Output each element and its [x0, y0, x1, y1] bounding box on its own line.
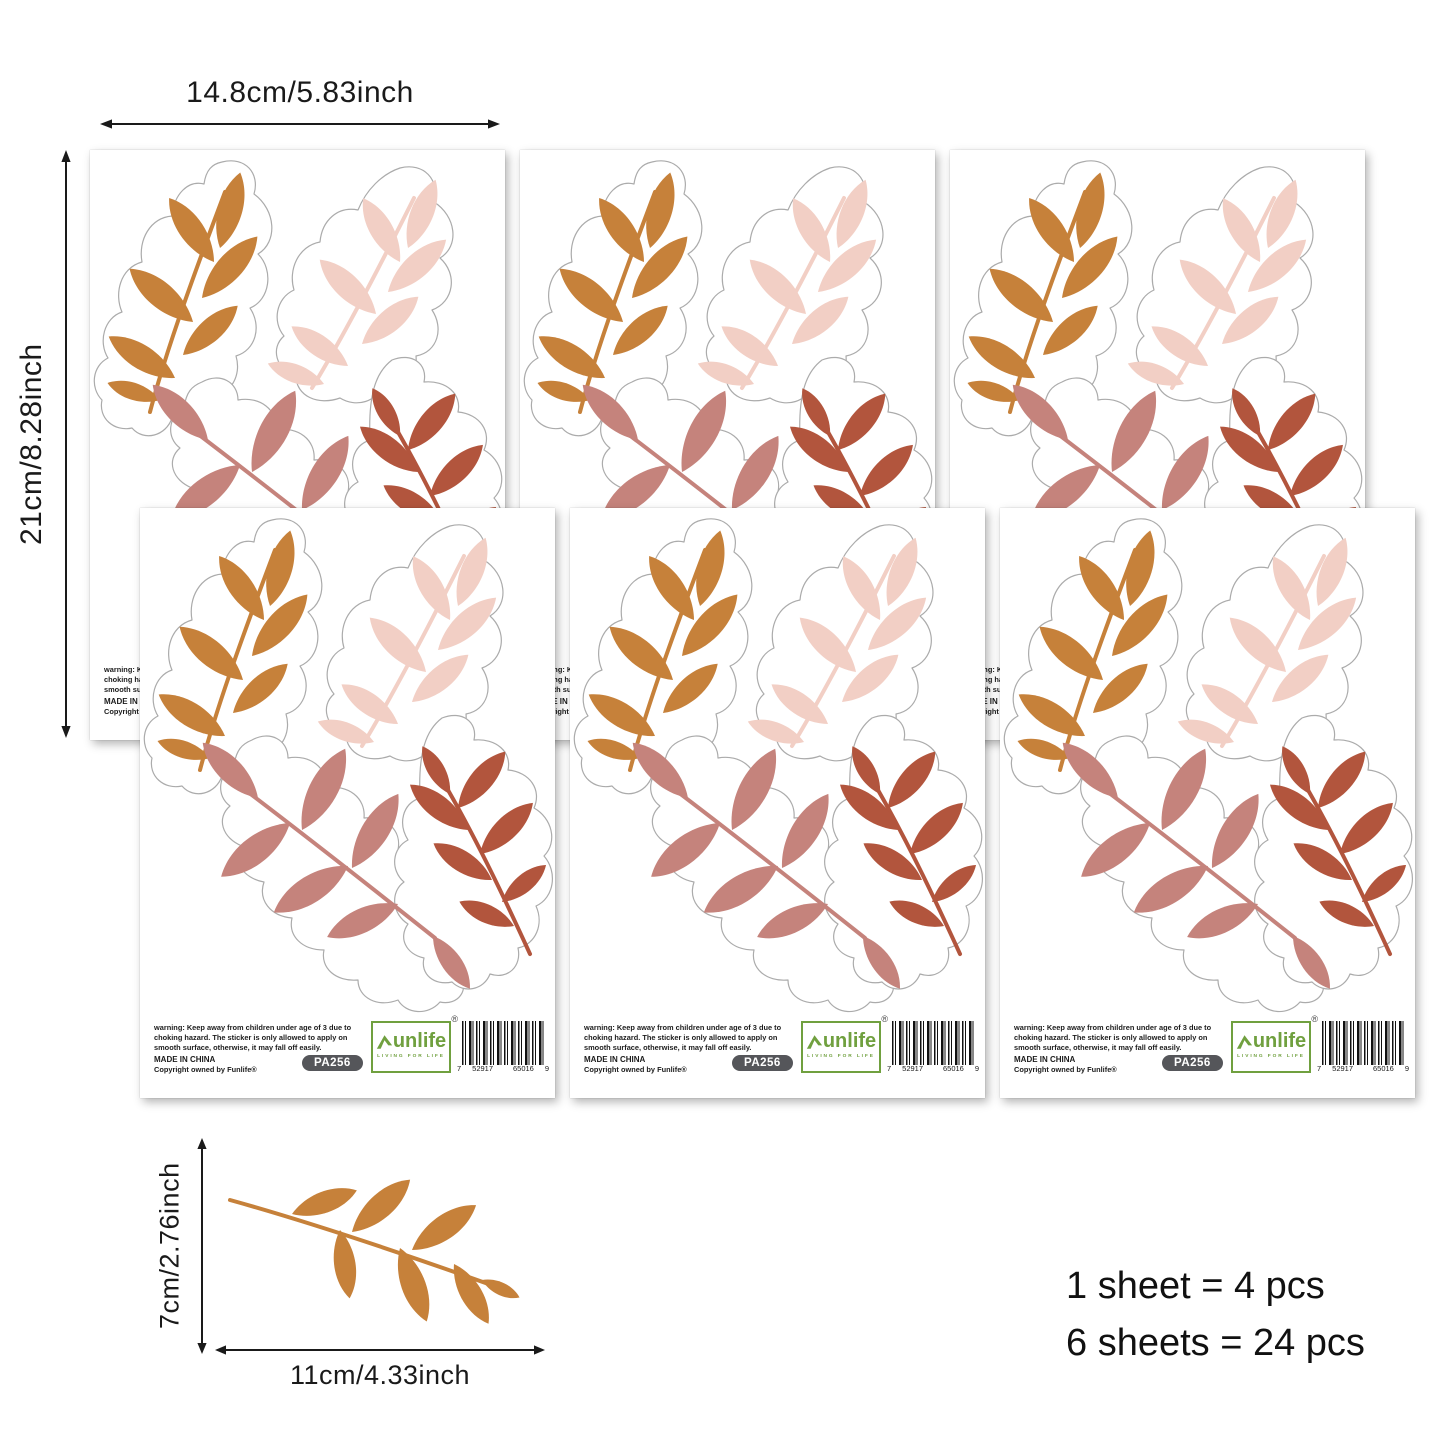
sku-badge: PA256 — [302, 1055, 363, 1071]
sheet-height-arrow — [61, 150, 71, 738]
copyright-text: Copyright owned by Funlife® — [1014, 1065, 1117, 1075]
barcode: 7 52917 65016 9 — [887, 1021, 979, 1073]
sheet-front-1: warning: Keep away from children under a… — [140, 508, 555, 1098]
sku-badge: PA256 — [732, 1055, 793, 1071]
barcode-lead-digit: 7 — [457, 1063, 462, 1073]
funlife-logo: ® unlife LIVING FOR LIFE — [801, 1014, 888, 1073]
funlife-logo: ® unlife LIVING FOR LIFE — [1231, 1014, 1318, 1073]
made-in-text: MADE IN CHINA — [154, 1054, 216, 1064]
logo-tagline: LIVING FOR LIFE — [807, 1054, 875, 1059]
roof-icon — [1236, 1035, 1252, 1049]
made-in-text: MADE IN CHINA — [584, 1054, 646, 1064]
funlife-logo: ® unlife LIVING FOR LIFE — [371, 1014, 458, 1073]
barcode-group2: 65016 — [942, 1064, 964, 1073]
barcode-bars: 52917 65016 — [462, 1021, 544, 1073]
barcode-end-digit: 9 — [974, 1063, 979, 1073]
barcode-bars: 52917 65016 — [1322, 1021, 1404, 1073]
sku-badge: PA256 — [1162, 1055, 1223, 1071]
registered-mark: ® — [881, 1014, 888, 1024]
copyright-text: Copyright owned by Funlife® — [584, 1065, 687, 1075]
logo-brand-text: unlife — [1252, 1030, 1307, 1052]
sheet-width-label: 14.8cm/5.83inch — [186, 76, 414, 109]
made-in-text: MADE IN CHINA — [964, 696, 1026, 706]
barcode: 7 52917 65016 9 — [457, 1021, 549, 1073]
made-in-text: MADE IN CHINA — [534, 696, 596, 706]
warning-block: warning: Keep away from children under a… — [154, 1023, 372, 1074]
barcode-group1: 52917 — [472, 1064, 494, 1073]
registered-mark: ® — [1311, 1014, 1318, 1024]
logo-brand-text: unlife — [822, 1030, 877, 1052]
logo-tagline: LIVING FOR LIFE — [1237, 1054, 1305, 1059]
leaf-width-arrow — [215, 1345, 545, 1355]
made-in-text: MADE IN CHINA — [104, 696, 166, 706]
logo-brand-text: unlife — [392, 1030, 447, 1052]
copyright-text: Copyright owned by Funlife® — [154, 1065, 257, 1075]
piece-count-text: 1 sheet = 4 pcs 6 sheets = 24 pcs — [1066, 1258, 1365, 1372]
barcode-group1: 52917 — [902, 1064, 924, 1073]
logo-tagline: LIVING FOR LIFE — [377, 1054, 445, 1059]
roof-icon — [376, 1035, 392, 1049]
sheet-footer: warning: Keep away from children under a… — [570, 1013, 985, 1098]
warning-text: warning: Keep away from children under a… — [154, 1023, 352, 1052]
single-leaf-size-sample — [228, 1170, 522, 1330]
sheet-height-label: 21cm/8.28inch — [15, 343, 48, 545]
barcode: 7 52917 65016 9 — [1317, 1021, 1409, 1073]
sticker-sheet-art — [140, 508, 555, 1013]
barcode-end-digit: 9 — [1404, 1063, 1409, 1073]
piece-count-line1: 1 sheet = 4 pcs — [1066, 1265, 1325, 1307]
leaf-height-label: 7cm/2.76inch — [154, 1162, 185, 1330]
made-in-text: MADE IN CHINA — [1014, 1054, 1076, 1064]
leaf-height-arrow — [197, 1138, 207, 1354]
barcode-lead-digit: 7 — [887, 1063, 892, 1073]
barcode-group2: 65016 — [1372, 1064, 1394, 1073]
warning-block: warning: Keep away from children under a… — [1014, 1023, 1232, 1074]
piece-count-line2: 6 sheets = 24 pcs — [1066, 1322, 1365, 1364]
sheet-front-3: warning: Keep away from children under a… — [1000, 508, 1415, 1098]
barcode-group1: 52917 — [1332, 1064, 1354, 1073]
barcode-end-digit: 9 — [544, 1063, 549, 1073]
sticker-sheet-art — [1000, 508, 1415, 1013]
barcode-group2: 65016 — [512, 1064, 534, 1073]
sheet-footer: warning: Keep away from children under a… — [140, 1013, 555, 1098]
barcode-lead-digit: 7 — [1317, 1063, 1322, 1073]
sheet-front-2: warning: Keep away from children under a… — [570, 508, 985, 1098]
sheet-footer: warning: Keep away from children under a… — [1000, 1013, 1415, 1098]
warning-text: warning: Keep away from children under a… — [584, 1023, 782, 1052]
sheet-width-arrow — [100, 119, 500, 129]
registered-mark: ® — [451, 1014, 458, 1024]
sticker-sheet-art — [570, 508, 985, 1013]
barcode-bars: 52917 65016 — [892, 1021, 974, 1073]
warning-text: warning: Keep away from children under a… — [1014, 1023, 1212, 1052]
roof-icon — [806, 1035, 822, 1049]
leaf-width-label: 11cm/4.33inch — [289, 1360, 471, 1390]
warning-block: warning: Keep away from children under a… — [584, 1023, 802, 1074]
